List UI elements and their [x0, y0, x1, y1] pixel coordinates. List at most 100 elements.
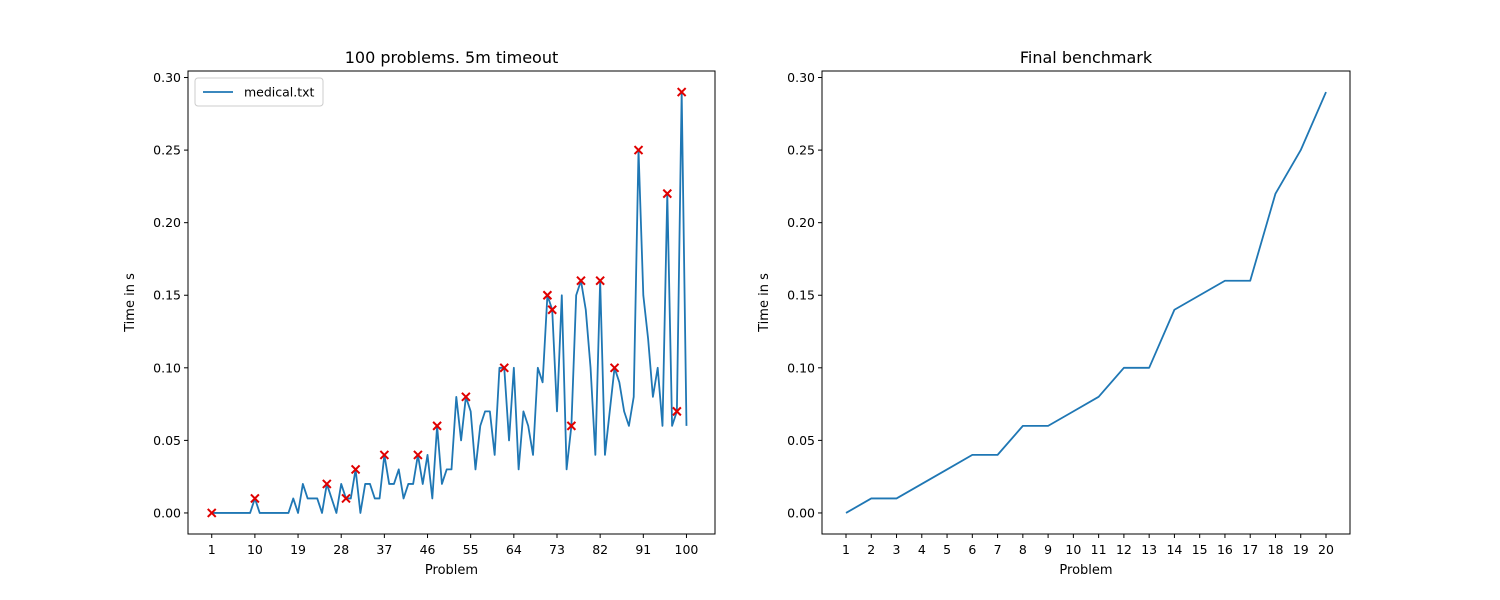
x-tick-label: 2 [867, 542, 875, 557]
y-tick-label: 0.30 [153, 70, 181, 85]
marker-stroke [322, 479, 332, 489]
marker-stroke [662, 188, 672, 199]
y-tick-label: 0.05 [153, 433, 181, 448]
chart-right: Final benchmark 0.00 0.05 0.10 0.15 0.20 0.25 0… [757, 48, 1351, 578]
x-tick-label: 8 [1019, 542, 1027, 557]
y-tick-label: 0.30 [787, 70, 815, 85]
x-tick-label: 37 [376, 542, 392, 557]
x-tick-label: 10 [1065, 542, 1081, 557]
marker-point [322, 479, 332, 489]
marker-stroke [379, 450, 390, 460]
x-tick-label: 64 [506, 542, 522, 557]
x-tick-label: 9 [1044, 542, 1052, 557]
marker-point [250, 493, 260, 504]
marker-stroke [676, 87, 687, 97]
y-tick-label: 0.20 [153, 215, 181, 230]
marker-point [633, 145, 644, 155]
legend-box [194, 77, 324, 107]
y-tick-label: 0.15 [787, 288, 815, 303]
marker-point [379, 450, 390, 460]
x-axis-label: Problem [1059, 563, 1112, 578]
marker-point [461, 392, 471, 402]
plot-frame [821, 70, 1351, 535]
x-tick-label: 20 [1318, 542, 1334, 557]
x-tick-label: 100 [675, 542, 699, 557]
marker-point [609, 363, 620, 373]
x-tick-label: 28 [333, 542, 349, 557]
x-tick-label: 18 [1268, 542, 1284, 557]
x-tick-label: 15 [1192, 542, 1208, 557]
y-tick-label: 0.10 [787, 360, 815, 375]
y-tick-label: 0.05 [787, 433, 815, 448]
y-tick-label: 0.25 [787, 143, 815, 158]
marker-point [566, 421, 577, 431]
marker-stroke [672, 406, 682, 417]
x-tick-label: 12 [1116, 542, 1132, 557]
x-axis-label: Problem [425, 563, 478, 578]
legend-entry: medical.txt [244, 85, 315, 100]
y-tick-label: 0.00 [787, 505, 815, 520]
chart-title: 100 problems. 5m timeout [345, 48, 559, 67]
y-axis-label: Time in s [123, 273, 138, 333]
x-tick-label: 1 [842, 542, 850, 557]
x-tick-label: 11 [1091, 542, 1107, 557]
marker-stroke [413, 450, 423, 460]
marker-point [499, 363, 509, 373]
y-tick-label: 0.25 [153, 143, 181, 158]
series-line [845, 91, 1327, 514]
marker-stroke [609, 363, 620, 373]
marker-point [662, 188, 672, 199]
marker-stroke [207, 508, 217, 518]
marker-stroke [542, 290, 553, 300]
y-tick-label: 0.20 [787, 215, 815, 230]
marker-stroke [341, 493, 351, 504]
marker-stroke [499, 363, 509, 373]
marker-point [207, 508, 217, 518]
y-tick-label: 0.00 [153, 505, 181, 520]
x-tick-label: 82 [592, 542, 608, 557]
x-tick-label: 3 [893, 542, 901, 557]
x-tick-label: 10 [247, 542, 263, 557]
x-tick-label: 91 [635, 542, 651, 557]
marker-point [542, 290, 553, 300]
x-tick-label: 55 [463, 542, 479, 557]
x-tick-label: 16 [1217, 542, 1233, 557]
x-tick-label: 19 [290, 542, 306, 557]
marker-point [672, 406, 682, 417]
marker-point [341, 493, 351, 504]
marker-point [676, 87, 687, 97]
x-tick-label: 46 [420, 542, 436, 557]
x-tick-label: 1 [208, 542, 216, 557]
x-tick-label: 5 [943, 542, 951, 557]
chart-title: Final benchmark [1020, 48, 1153, 67]
marker-stroke [633, 145, 644, 155]
marker-stroke [566, 421, 577, 431]
x-tick-label: 7 [994, 542, 1002, 557]
x-tick-label: 17 [1242, 542, 1258, 557]
marker-stroke [461, 392, 471, 402]
x-tick-label: 4 [918, 542, 926, 557]
marker-stroke [595, 276, 605, 286]
marker-point [595, 276, 605, 286]
x-tick-label: 73 [549, 542, 565, 557]
marker-point [547, 305, 557, 315]
x-tick-label: 14 [1166, 542, 1182, 557]
x-tick-label: 6 [968, 542, 976, 557]
marker-stroke [250, 493, 260, 504]
marker-stroke [350, 464, 361, 475]
marker-point [432, 421, 442, 431]
y-axis-label: Time in s [757, 273, 772, 333]
y-tick-label: 0.10 [153, 360, 181, 375]
marker-stroke [547, 305, 557, 315]
marker-point [350, 464, 361, 475]
marker-point [413, 450, 423, 460]
x-tick-label: 19 [1293, 542, 1309, 557]
series-line [211, 91, 688, 514]
chart-left: 100 problems. 5m timeout 0.00 0.05 0.10 0.15… [123, 48, 716, 578]
x-tick-label: 13 [1141, 542, 1157, 557]
marker-stroke [432, 421, 442, 431]
marker-stroke [576, 276, 586, 286]
marker-point [576, 276, 586, 286]
y-tick-label: 0.15 [153, 288, 181, 303]
